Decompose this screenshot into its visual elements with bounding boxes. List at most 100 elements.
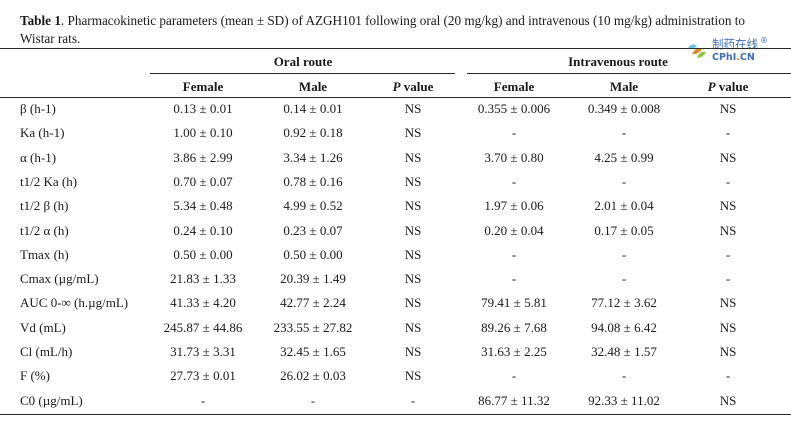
parameter-cell: t1/2 Ka (h): [20, 173, 78, 189]
parameter-cell: AUC 0-∞ (h.µg/mL): [20, 295, 129, 311]
parameter-cell: t1/2 α (h): [20, 222, 69, 238]
iv-p-value-cell: -: [725, 125, 731, 141]
iv-male-cell: -: [621, 246, 627, 262]
oral-p-value-cell: NS: [404, 173, 422, 189]
iv-route-header: Intravenous route: [568, 54, 668, 69]
iv-male-cell: 94.08 ± 6.42: [591, 319, 657, 335]
iv-female-cell: 3.70 ± 0.80: [484, 149, 544, 165]
oral-female-cell: 0.70 ± 0.07: [173, 173, 233, 189]
iv-p-value-cell: NS: [719, 198, 737, 214]
parameter-cell: C0 (µg/mL): [20, 392, 83, 408]
iv-male-cell: 2.01 ± 0.04: [594, 198, 654, 214]
watermark-cn-text: 制药在线 ®: [712, 36, 768, 51]
oral-male-cell: 0.14 ± 0.01: [283, 101, 343, 116]
oral-p-value-cell: NS: [404, 319, 422, 335]
oral-p-value-cell: NS: [404, 222, 422, 238]
oral-group-rule: [150, 73, 455, 74]
oral-female-cell: 41.33 ± 4.20: [170, 295, 236, 311]
iv-p-value-cell: -: [725, 368, 731, 384]
iv-male-cell: 77.12 ± 3.62: [591, 295, 657, 311]
parameter-cell: Cmax (µg/mL): [20, 271, 99, 287]
oral-female-cell: 3.86 ± 2.99: [173, 149, 233, 165]
iv-p-value-cell: NS: [719, 222, 737, 238]
oral-female-cell: 0.13 ± 0.01: [173, 101, 233, 116]
iv-male-cell: -: [621, 368, 627, 384]
table-caption: Table 1. Pharmacokinetic parameters (mea…: [20, 12, 780, 48]
table-top-rule: [0, 48, 791, 49]
iv-female-cell: 1.97 ± 0.06: [484, 198, 544, 214]
oral-male-cell: 3.34 ± 1.26: [283, 149, 343, 165]
iv-p-value-cell: NS: [719, 319, 737, 335]
parameter-cell: F (%): [20, 368, 50, 384]
oral-p-value-cell: NS: [404, 368, 422, 384]
iv-female-header: Female: [493, 79, 535, 94]
iv-p-value-cell: NS: [719, 149, 737, 165]
oral-p-value-cell: NS: [404, 101, 422, 116]
oral-female-cell: 0.50 ± 0.00: [173, 246, 233, 262]
oral-p-value-cell: -: [410, 392, 416, 408]
parameter-cell: β (h-1): [20, 101, 56, 116]
iv-p-value-cell: -: [725, 246, 731, 262]
oral-female-cell: 245.87 ± 44.86: [163, 319, 243, 335]
table-caption-text: . Pharmacokinetic parameters (mean ± SD)…: [20, 13, 745, 46]
iv-male-cell: 92.33 ± 11.02: [588, 392, 660, 408]
oral-p-value-cell: NS: [404, 149, 422, 165]
iv-female-cell: 0.20 ± 0.04: [484, 222, 544, 238]
iv-p-value-cell: -: [725, 271, 731, 287]
oral-route-header: Oral route: [273, 54, 333, 69]
iv-male-cell: 32.48 ± 1.57: [591, 344, 657, 359]
watermark-en-text: CPhI.CN: [712, 52, 755, 63]
oral-female-header: Female: [182, 79, 224, 94]
oral-p-value-cell: NS: [404, 344, 422, 359]
oral-female-cell: 5.34 ± 0.48: [173, 198, 233, 214]
oral-p-value-cell: NS: [404, 271, 422, 287]
iv-p-value-cell: NS: [719, 344, 737, 359]
parameter-cell: Cl (mL/h): [20, 344, 73, 359]
iv-female-cell: -: [511, 368, 517, 384]
oral-female-cell: -: [200, 392, 206, 408]
oral-female-cell: 1.00 ± 0.10: [173, 125, 233, 141]
oral-male-cell: 0.50 ± 0.00: [283, 246, 343, 262]
iv-female-cell: 89.26 ± 7.68: [481, 319, 547, 335]
oral-male-cell: 4.99 ± 0.52: [283, 198, 343, 214]
oral-p-value-cell: NS: [404, 295, 422, 311]
oral-female-cell: 0.24 ± 0.10: [173, 222, 233, 238]
oral-male-cell: 0.92 ± 0.18: [283, 125, 343, 141]
iv-group-rule: [467, 73, 791, 74]
iv-male-cell: 4.25 ± 0.99: [594, 149, 654, 165]
iv-female-cell: 86.77 ± 11.32: [478, 392, 550, 408]
table-bottom-rule: [0, 414, 791, 415]
iv-female-cell: -: [511, 173, 517, 189]
header-bottom-rule: [0, 97, 791, 98]
oral-male-cell: 233.55 ± 27.82: [273, 319, 353, 335]
iv-male-cell: -: [621, 271, 627, 287]
iv-female-cell: -: [511, 271, 517, 287]
iv-p-value-header: P value: [707, 79, 749, 94]
oral-male-header: Male: [298, 79, 328, 94]
oral-female-cell: 21.83 ± 1.33: [170, 271, 236, 287]
oral-male-cell: 0.23 ± 0.07: [283, 222, 343, 238]
oral-p-value-cell: NS: [404, 125, 422, 141]
iv-p-value-cell: NS: [719, 392, 737, 408]
cphi-leaf-logo-icon: [688, 44, 706, 58]
oral-female-cell: 27.73 ± 0.01: [170, 368, 236, 384]
parameter-cell: Vd (mL): [20, 319, 66, 335]
parameter-cell: Tmax (h): [20, 246, 69, 262]
oral-male-cell: 0.78 ± 0.16: [283, 173, 343, 189]
iv-male-cell: -: [621, 173, 627, 189]
table-label: Table 1: [20, 13, 61, 28]
iv-male-cell: 0.17 ± 0.05: [594, 222, 654, 238]
iv-female-cell: -: [511, 246, 517, 262]
oral-female-cell: 31.73 ± 3.31: [170, 344, 236, 359]
iv-p-value-cell: NS: [719, 295, 737, 311]
oral-male-cell: 20.39 ± 1.49: [280, 271, 346, 287]
iv-p-value-cell: NS: [719, 101, 737, 116]
parameter-cell: Ka (h-1): [20, 125, 65, 141]
iv-male-cell: 0.349 ± 0.008: [587, 101, 661, 116]
iv-female-cell: 0.355 ± 0.006: [477, 101, 551, 116]
parameter-cell: t1/2 β (h): [20, 198, 69, 214]
oral-male-cell: -: [310, 392, 316, 408]
oral-male-cell: 26.02 ± 0.03: [280, 368, 346, 384]
oral-male-cell: 42.77 ± 2.24: [280, 295, 346, 311]
registered-mark: ®: [760, 36, 768, 45]
